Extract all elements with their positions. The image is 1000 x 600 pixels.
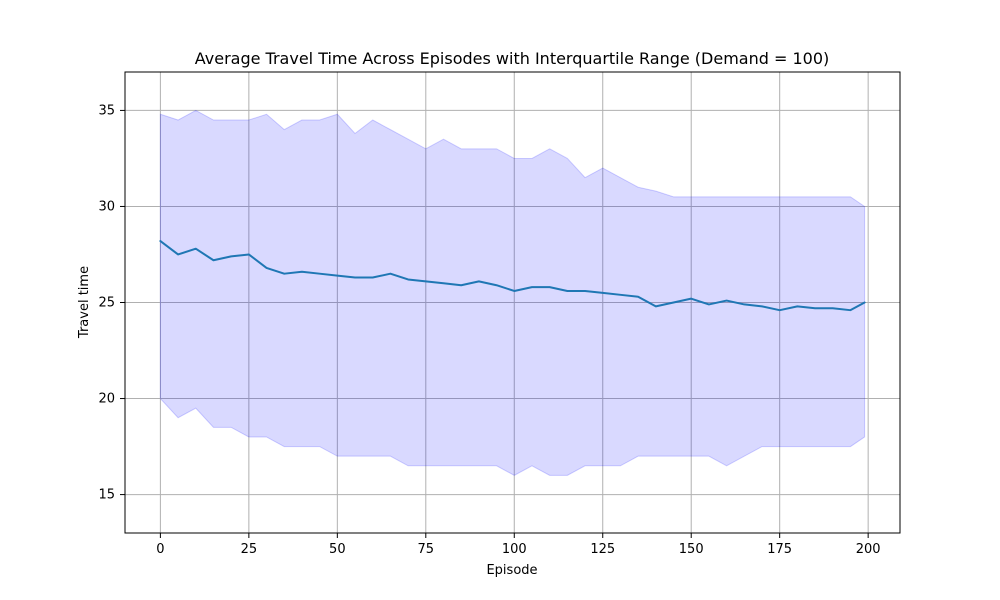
y-tick-label: 35 <box>98 103 115 118</box>
iqr-band <box>159 109 866 476</box>
y-tick-label: 30 <box>98 199 115 214</box>
x-tick-label: 125 <box>590 542 615 557</box>
x-tick-label: 0 <box>156 542 164 557</box>
x-tick-label: 175 <box>767 542 792 557</box>
chart-title: Average Travel Time Across Episodes with… <box>195 49 830 68</box>
x-axis-ticks: 0 25 50 75 100 125 150 175 200 <box>156 533 881 557</box>
grid-layer <box>125 72 900 533</box>
x-tick-label: 25 <box>241 542 258 557</box>
x-tick-label: 200 <box>856 542 881 557</box>
mean-travel-time-line <box>159 240 866 312</box>
x-tick-label: 150 <box>679 542 704 557</box>
x-tick-label: 100 <box>502 542 527 557</box>
y-tick-label: 25 <box>98 296 115 311</box>
iqr-area-layer <box>159 109 866 476</box>
y-axis-label: Travel time <box>77 266 92 339</box>
y-axis-ticks: 15 20 25 30 35 <box>98 103 125 503</box>
mean-line-layer <box>159 240 866 312</box>
x-tick-label: 75 <box>418 542 435 557</box>
y-tick-label: 20 <box>98 392 115 407</box>
x-axis-label: Episode <box>486 563 537 578</box>
y-tick-label: 15 <box>98 488 115 503</box>
x-tick-label: 50 <box>329 542 346 557</box>
